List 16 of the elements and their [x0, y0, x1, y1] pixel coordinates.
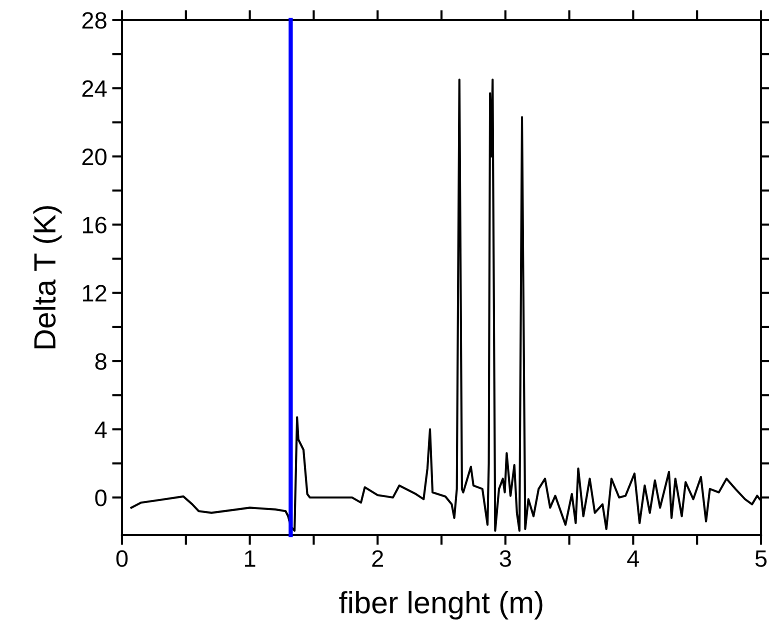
y-tick-label: 28 — [82, 12, 106, 29]
y-tick-label: 12 — [82, 284, 106, 302]
y-tick-label: 20 — [82, 148, 106, 166]
x-tick-label: 1 — [245, 550, 256, 567]
x-tick-label: 4 — [627, 550, 640, 567]
x-tick-label: 5 — [755, 550, 767, 567]
y-tick-label: 0 — [95, 490, 106, 506]
y-tick-label: 16 — [82, 216, 106, 234]
x-axis-title: fiber lenght (m) — [339, 591, 542, 620]
x-tick-label: 2 — [372, 550, 383, 567]
x-tick-label: 3 — [500, 550, 511, 567]
y-tick-label: 8 — [95, 353, 106, 370]
y-axis-title: Delta T (K) — [33, 206, 62, 348]
y-tick-label: 4 — [94, 422, 107, 438]
x-tick-label: 0 — [116, 550, 128, 567]
y-tick-label: 24 — [82, 80, 107, 97]
